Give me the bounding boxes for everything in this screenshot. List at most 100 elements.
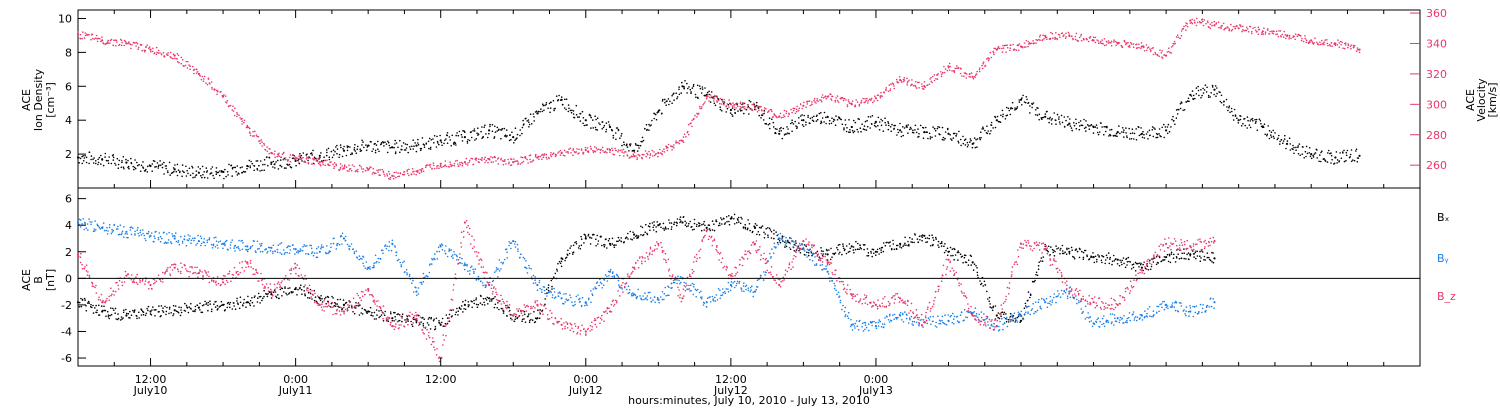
velocity-sample bbox=[994, 47, 996, 50]
bx-sample bbox=[691, 229, 694, 231]
density-sample bbox=[664, 101, 666, 104]
velocity-sample bbox=[289, 154, 292, 156]
bx-sample bbox=[1163, 256, 1166, 258]
density-sample bbox=[101, 159, 103, 161]
bx-sample bbox=[1111, 263, 1113, 266]
density-sample bbox=[755, 104, 758, 107]
bx-sample bbox=[209, 303, 211, 305]
density-sample bbox=[783, 134, 786, 136]
bx-sample bbox=[1016, 316, 1019, 319]
velocity-sample bbox=[180, 56, 183, 59]
velocity-sample bbox=[635, 155, 637, 157]
by-sample bbox=[466, 264, 468, 267]
bx-sample bbox=[201, 304, 204, 307]
density-sample bbox=[165, 167, 167, 170]
velocity-sample bbox=[785, 110, 788, 112]
by-sample bbox=[237, 246, 239, 248]
density-sample bbox=[971, 146, 974, 149]
density-sample bbox=[345, 154, 348, 157]
bx-sample bbox=[1041, 260, 1044, 263]
density-sample bbox=[678, 88, 680, 91]
density-sample bbox=[1310, 157, 1313, 160]
velocity-sample bbox=[100, 40, 102, 43]
density-sample bbox=[475, 138, 478, 140]
velocity-sample bbox=[1180, 30, 1183, 32]
velocity-sample bbox=[1018, 49, 1020, 52]
bx-sample bbox=[493, 306, 496, 309]
velocity-sample bbox=[885, 88, 887, 91]
density-sample bbox=[919, 124, 922, 127]
bx-sample bbox=[382, 320, 385, 322]
by-sample bbox=[564, 301, 566, 303]
bx-sample bbox=[422, 316, 424, 319]
density-point bbox=[1334, 156, 1337, 159]
bx-sample bbox=[988, 300, 990, 303]
by-sample bbox=[187, 234, 189, 236]
velocity-sample bbox=[195, 68, 198, 71]
velocity-sample bbox=[594, 150, 597, 153]
by-sample bbox=[649, 291, 651, 294]
bx-sample bbox=[1047, 250, 1049, 253]
velocity-sample bbox=[691, 125, 693, 128]
velocity-sample bbox=[755, 108, 757, 111]
velocity-sample bbox=[622, 148, 625, 151]
bx-sample bbox=[976, 271, 979, 274]
bx-sample bbox=[144, 314, 147, 317]
bx-sample bbox=[132, 309, 134, 312]
density-sample bbox=[1075, 118, 1077, 121]
velocity-sample bbox=[555, 154, 558, 156]
velocity-sample bbox=[429, 163, 432, 166]
density-sample bbox=[1085, 126, 1087, 128]
density-sample bbox=[480, 130, 482, 133]
bx-sample bbox=[314, 296, 317, 299]
bx-sample bbox=[318, 296, 320, 299]
density-sample bbox=[1276, 138, 1279, 141]
density-sample bbox=[1075, 122, 1078, 125]
density-sample bbox=[936, 127, 939, 130]
velocity-sample bbox=[1140, 47, 1142, 49]
bx-sample bbox=[259, 302, 261, 304]
bx-sample bbox=[1012, 319, 1014, 322]
density-sample bbox=[236, 174, 239, 176]
density-sample bbox=[787, 132, 789, 134]
bx-sample bbox=[757, 231, 760, 233]
density-sample bbox=[1109, 129, 1111, 131]
velocity-sample bbox=[215, 89, 218, 92]
bx-sample bbox=[975, 265, 977, 267]
density-sample bbox=[671, 94, 673, 97]
bx-sample bbox=[579, 248, 582, 250]
density-sample bbox=[964, 144, 967, 146]
bx-sample bbox=[793, 244, 795, 246]
bx-sample bbox=[393, 320, 395, 322]
density-sample bbox=[943, 139, 945, 141]
density-sample bbox=[1202, 87, 1204, 90]
bx-sample bbox=[954, 248, 956, 251]
density-sample bbox=[146, 165, 149, 168]
density-sample bbox=[871, 115, 874, 117]
density-sample bbox=[575, 104, 578, 107]
bx-sample bbox=[192, 310, 194, 313]
by-sample bbox=[532, 274, 535, 277]
density-sample bbox=[199, 168, 201, 170]
by-sample bbox=[158, 232, 161, 234]
by-sample bbox=[322, 246, 324, 248]
velocity-sample bbox=[121, 41, 123, 44]
velocity-sample bbox=[101, 36, 103, 38]
velocity-sample bbox=[466, 164, 469, 166]
by-sample bbox=[93, 228, 96, 230]
by-sample bbox=[183, 238, 186, 241]
bx-sample bbox=[1061, 244, 1064, 247]
bx-sample bbox=[496, 307, 499, 309]
bx-sample bbox=[1023, 307, 1026, 310]
velocity-sample bbox=[84, 32, 87, 34]
bx-sample bbox=[257, 297, 259, 300]
velocity-sample bbox=[1062, 35, 1064, 37]
density-sample bbox=[328, 158, 331, 161]
density-sample bbox=[1330, 152, 1332, 154]
density-sample bbox=[572, 110, 575, 112]
velocity-sample bbox=[951, 70, 953, 72]
bx-sample bbox=[662, 227, 664, 230]
density-sample bbox=[828, 119, 831, 122]
velocity-sample bbox=[626, 154, 629, 156]
velocity-sample bbox=[436, 167, 438, 169]
